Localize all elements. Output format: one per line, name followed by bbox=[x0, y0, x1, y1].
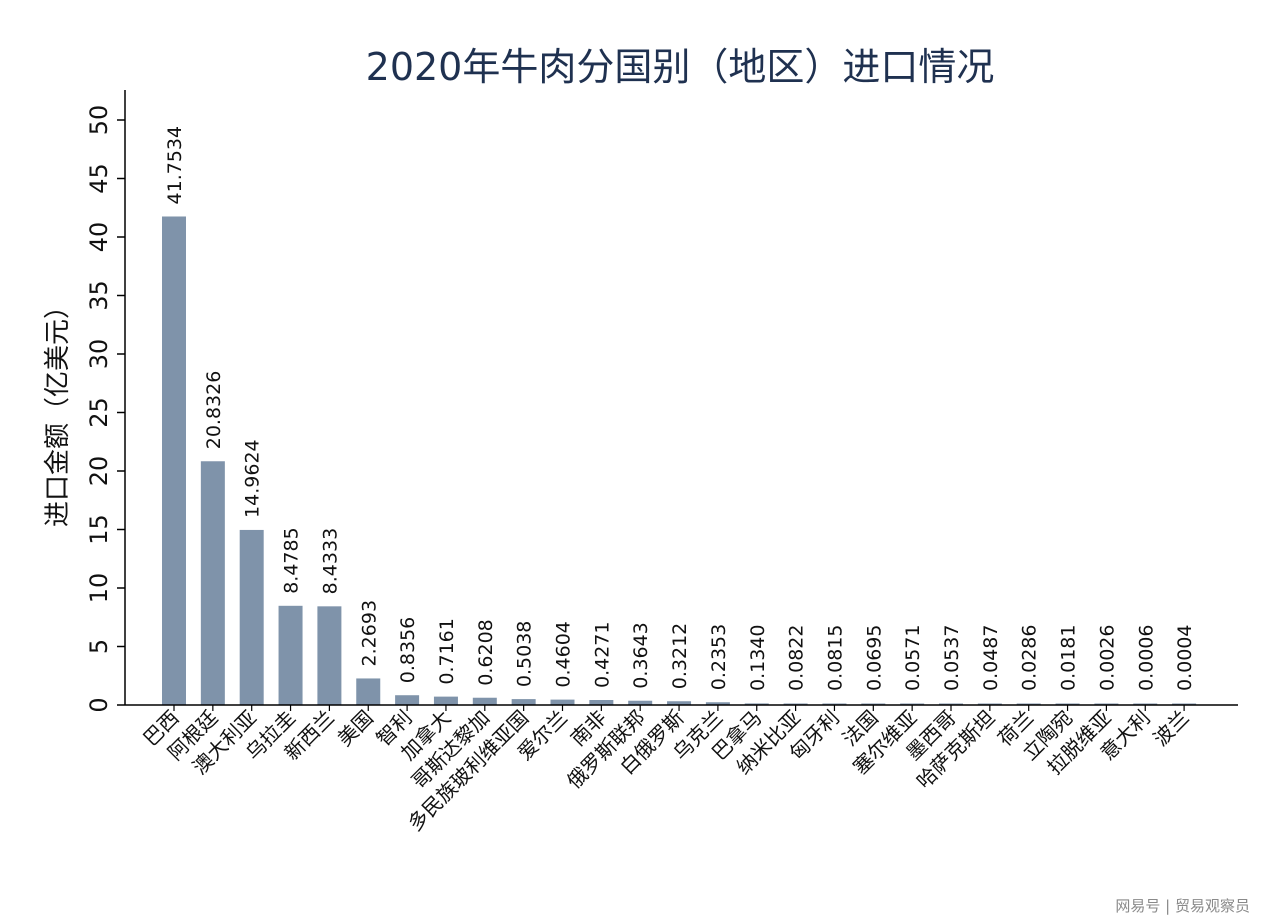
data-label-16: 0.1340 bbox=[747, 625, 769, 691]
bar-6 bbox=[356, 678, 381, 705]
bar-16 bbox=[744, 703, 769, 705]
y-tick-label: 10 bbox=[85, 573, 113, 604]
y-tick-label: 40 bbox=[85, 222, 113, 253]
bar-5 bbox=[317, 606, 342, 705]
bar-13 bbox=[628, 700, 653, 705]
y-tick-label: 5 bbox=[85, 639, 113, 654]
data-label-22: 0.0487 bbox=[980, 625, 1002, 691]
bar-9 bbox=[472, 697, 497, 705]
data-label-9: 0.6208 bbox=[475, 619, 497, 685]
data-label-11: 0.4604 bbox=[553, 621, 575, 687]
bar-7 bbox=[395, 695, 420, 705]
data-label-12: 0.4271 bbox=[591, 622, 613, 688]
data-label-20: 0.0571 bbox=[902, 625, 924, 691]
bar-11 bbox=[550, 699, 575, 705]
bar-12 bbox=[589, 700, 614, 705]
data-label-19: 0.0695 bbox=[863, 625, 885, 691]
data-label-6: 2.2693 bbox=[358, 600, 380, 666]
y-tick-label: 25 bbox=[85, 397, 113, 428]
data-label-5: 8.4333 bbox=[319, 528, 341, 594]
data-label-13: 0.3643 bbox=[630, 622, 652, 688]
data-label-3: 14.9624 bbox=[242, 439, 264, 518]
data-label-25: 0.0026 bbox=[1096, 625, 1118, 691]
bars bbox=[162, 216, 1197, 705]
data-label-7: 0.8356 bbox=[397, 617, 419, 683]
bar-2 bbox=[200, 461, 225, 705]
bar-1 bbox=[162, 216, 186, 705]
bar-15 bbox=[705, 702, 730, 705]
data-label-14: 0.3212 bbox=[669, 623, 691, 689]
data-label-18: 0.0815 bbox=[824, 625, 846, 691]
bar-14 bbox=[667, 701, 692, 705]
y-axis-label: 进口金额（亿美元） bbox=[43, 293, 73, 527]
data-label-8: 0.7161 bbox=[436, 618, 458, 684]
data-label-21: 0.0537 bbox=[941, 625, 963, 691]
data-label-27: 0.0004 bbox=[1174, 625, 1196, 691]
y-tick-label: 20 bbox=[85, 456, 113, 487]
x-tick-label-27: 波兰 bbox=[1148, 706, 1193, 751]
bar-10 bbox=[511, 699, 536, 705]
data-label-10: 0.5038 bbox=[514, 621, 536, 687]
x-axis-ticks: 巴西阿根廷澳大利亚乌拉圭新西兰美国智利加拿大哥斯达黎加多民族玻利维亚国爱尔兰南非… bbox=[138, 705, 1194, 836]
data-label-15: 0.2353 bbox=[708, 624, 730, 690]
x-tick-label-6: 美国 bbox=[333, 706, 378, 751]
data-label-17: 0.0822 bbox=[786, 625, 808, 691]
chart-title: 2020年牛肉分国别（地区）进口情况 bbox=[366, 45, 995, 89]
y-tick-label: 0 bbox=[85, 697, 113, 712]
watermark-text: 网易号 | 贸易观察员 bbox=[1115, 897, 1250, 915]
data-label-26: 0.0006 bbox=[1135, 625, 1157, 691]
data-labels: 41.7534 20.8326 14.9624 8.4785 8.4333 2.2693 0… bbox=[164, 126, 1196, 691]
y-axis-ticks: 0 5 10 15 20 25 30 35 40 45 50 bbox=[85, 105, 125, 713]
data-label-23: 0.0286 bbox=[1019, 625, 1041, 691]
bar-8 bbox=[433, 696, 458, 705]
bar-4 bbox=[278, 605, 303, 705]
data-label-24: 0.0181 bbox=[1058, 625, 1080, 691]
y-tick-label: 15 bbox=[85, 514, 113, 545]
y-tick-label: 35 bbox=[85, 280, 113, 311]
data-label-4: 8.4785 bbox=[281, 527, 303, 593]
data-label-2: 20.8326 bbox=[203, 371, 225, 450]
data-label-1: 41.7534 bbox=[164, 126, 186, 205]
y-tick-label: 45 bbox=[85, 163, 113, 194]
y-tick-label: 50 bbox=[85, 105, 113, 136]
bar-3 bbox=[239, 529, 264, 705]
y-tick-label: 30 bbox=[85, 339, 113, 370]
